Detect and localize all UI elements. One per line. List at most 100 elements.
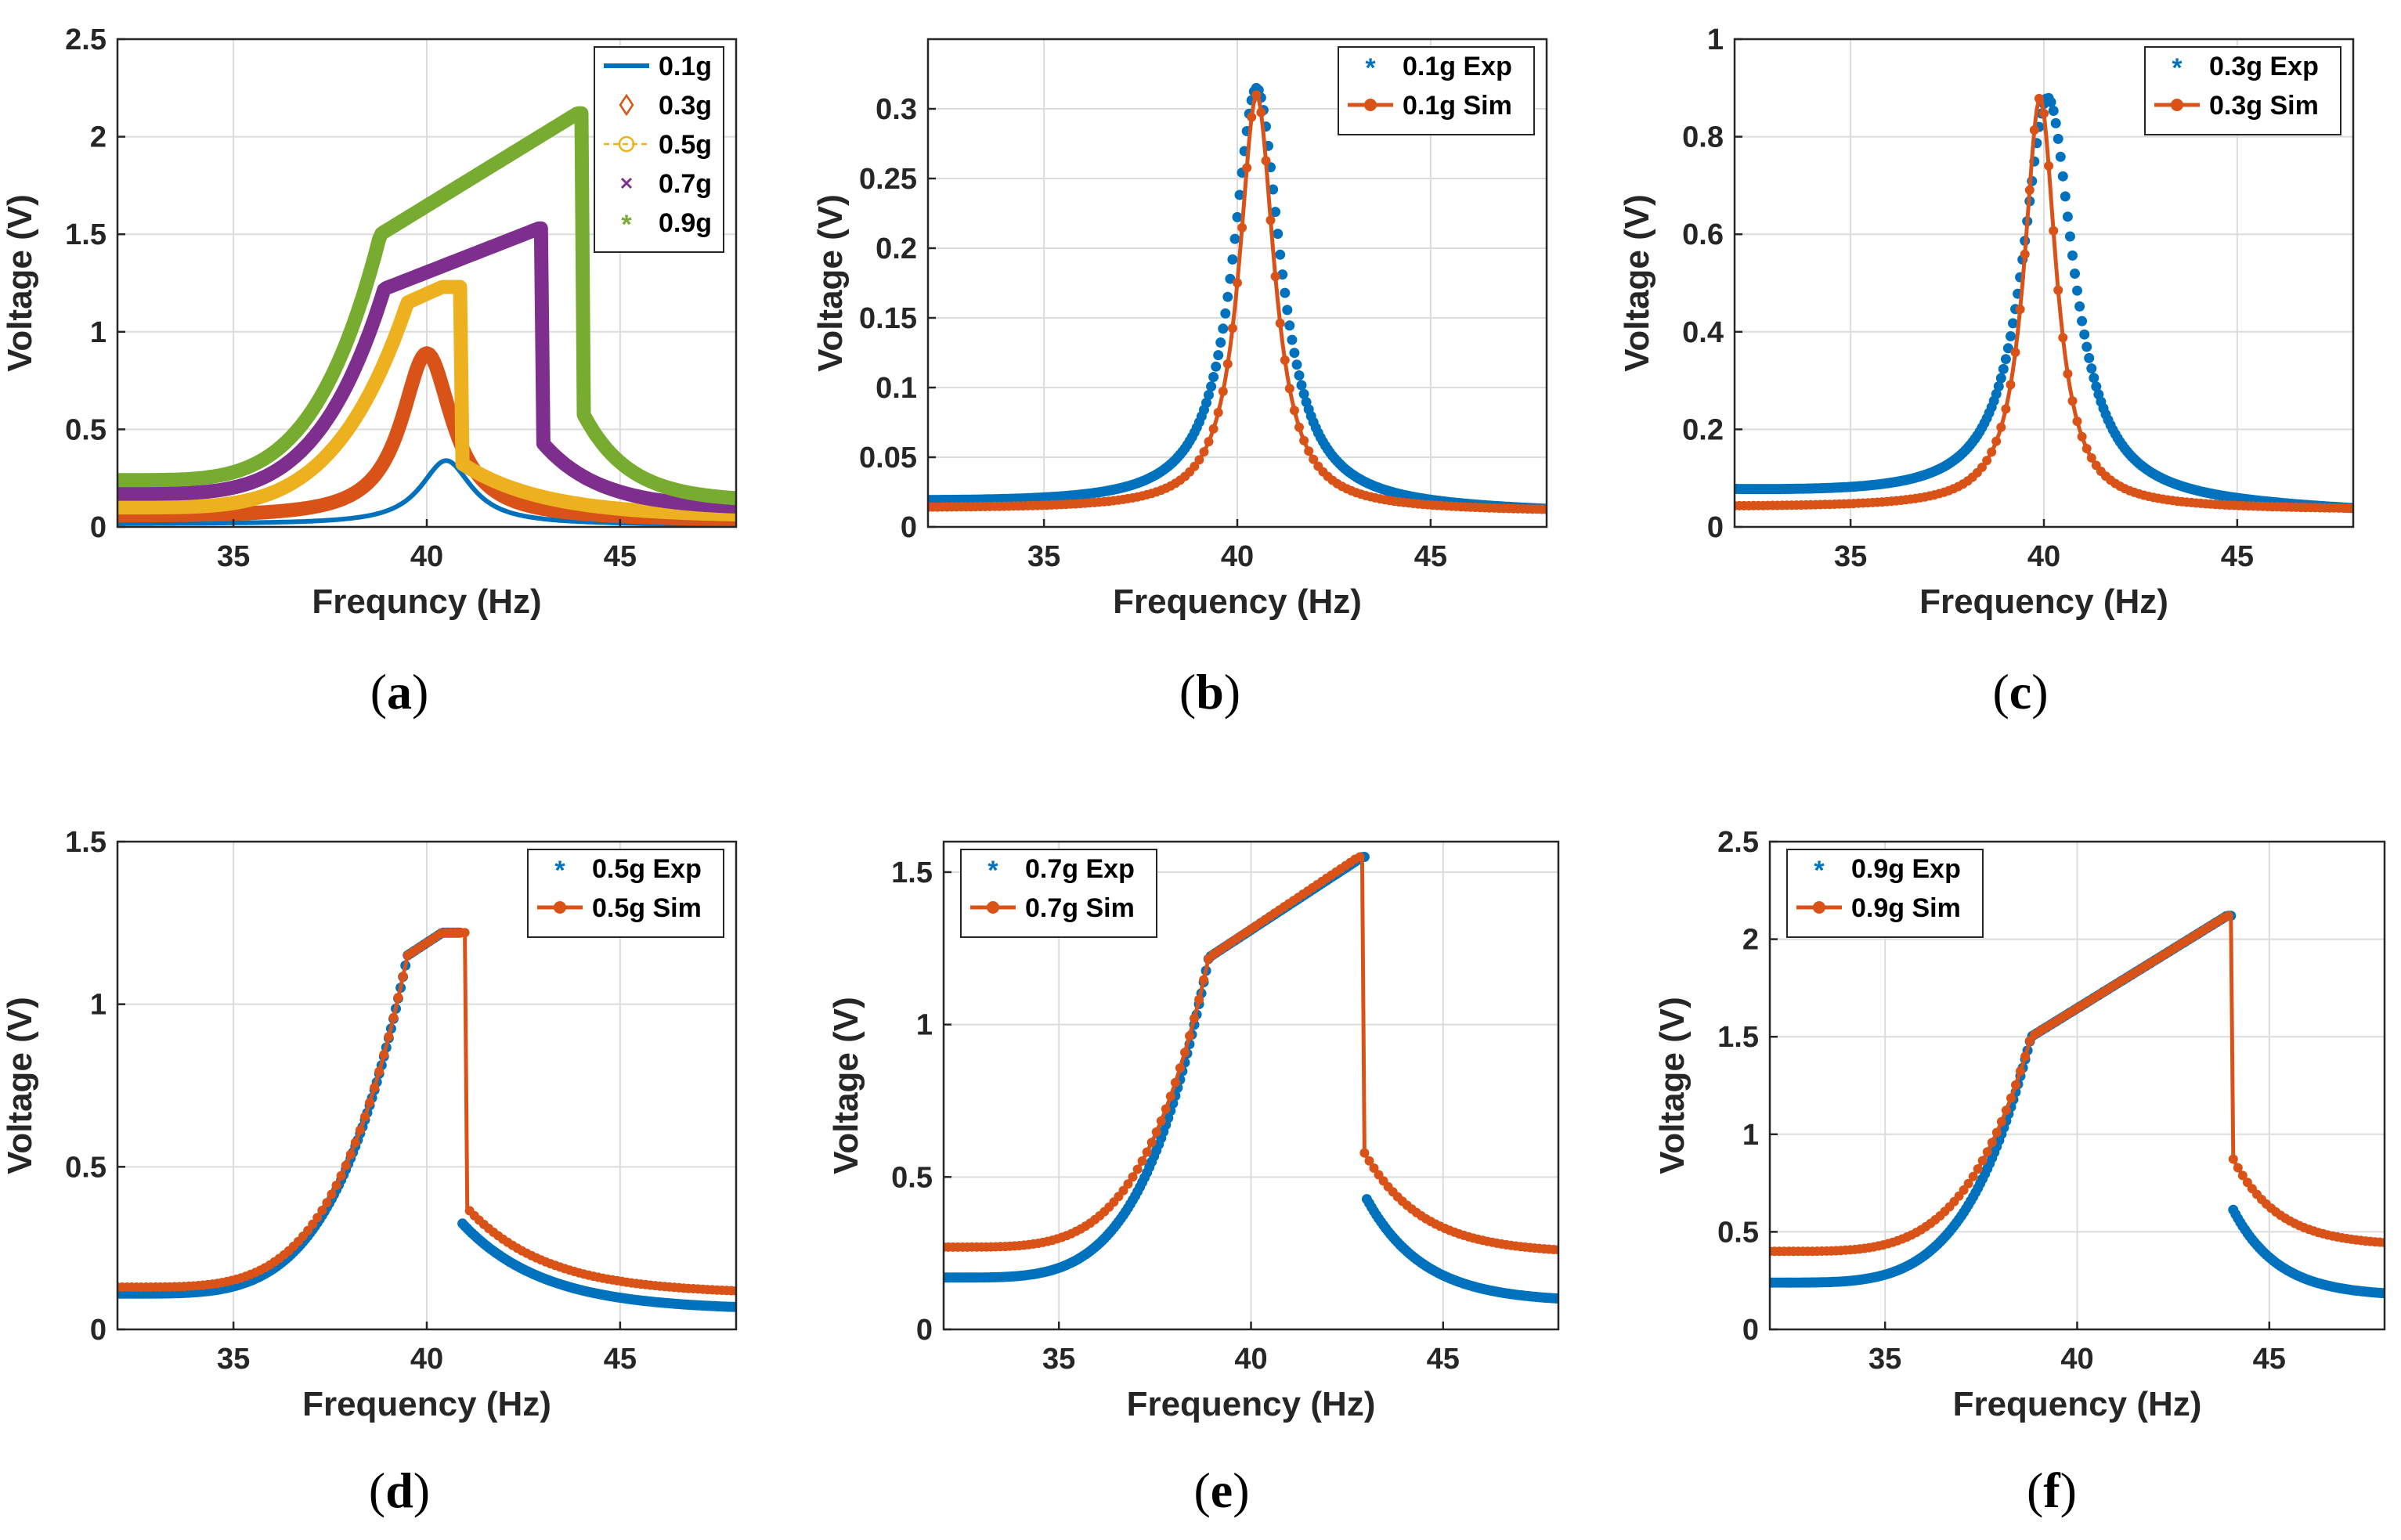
data-point [336, 1170, 346, 1181]
series-0_7g-Sim [944, 852, 1558, 1255]
caption-letter: c [2009, 664, 2031, 720]
x-axis-label: Frequency (Hz) [1113, 582, 1362, 621]
legend-box [594, 46, 724, 253]
data-point [1218, 386, 1228, 396]
data-point [1208, 372, 1219, 382]
legend: * 0.5g Exp 0.5g Sim [527, 849, 724, 938]
x-tick-label: 40 [410, 1343, 443, 1376]
x-tick-label: 35 [1834, 540, 1867, 573]
data-point [1991, 1127, 2002, 1138]
series-group [117, 106, 736, 527]
series-group [1735, 92, 2353, 514]
data-point [1213, 407, 1223, 417]
series-group [928, 82, 1547, 514]
data-point [2020, 1051, 2031, 1062]
data-point [2074, 301, 2085, 312]
data-point [1289, 348, 1300, 359]
data-point [457, 389, 465, 397]
series-0_3g-Sim [1735, 93, 2353, 514]
data-point [1233, 278, 1242, 288]
y-tick-label: 2.5 [1717, 826, 1759, 859]
data-point [578, 179, 585, 186]
data-point [1220, 308, 1231, 319]
legend-entry: 0.7g Sim [970, 893, 1135, 923]
data-point [1987, 447, 1997, 457]
data-point [457, 297, 465, 304]
data-point [539, 406, 547, 414]
data-point [578, 224, 585, 232]
series-0_1g-Sim [928, 90, 1547, 514]
data-point [327, 1189, 337, 1199]
x-tick-label: 40 [410, 540, 443, 573]
legend: * 0.9g Exp 0.9g Sim [1786, 849, 1984, 938]
data-point [1215, 337, 1226, 348]
data-point [578, 293, 585, 301]
legend-box [960, 849, 1157, 938]
data-point [457, 442, 465, 450]
y-tick-label: 1 [90, 316, 107, 349]
x-tick-label: 35 [1042, 1343, 1075, 1376]
data-point [2015, 305, 2025, 315]
data-point [1201, 398, 1211, 408]
data-point [578, 270, 585, 277]
data-point [731, 1301, 736, 1312]
data-point [1275, 318, 1285, 328]
x-axis-label: Frequency (Hz) [1919, 582, 2168, 621]
data-point [1256, 107, 1266, 117]
caption-paren-open: ( [1179, 664, 1196, 720]
y-axis-label: Voltage (V) [1653, 997, 1692, 1174]
data-point [2077, 431, 2087, 442]
caption-paren-open: ( [1193, 1462, 1210, 1518]
y-tick-label: 0.2 [1682, 413, 1724, 446]
x-axis-label: Frequency (Hz) [1953, 1385, 2202, 1423]
data-point [1222, 359, 1233, 369]
data-point [1289, 406, 1299, 416]
legend-marker: * [1814, 856, 1825, 885]
y-tick-label: 0 [90, 1314, 107, 1347]
data-point [539, 290, 547, 298]
legend-marker: * [1365, 53, 1376, 83]
data-point [1275, 249, 1286, 260]
data-point [2006, 331, 2016, 341]
data-point [1190, 1013, 1199, 1023]
data-point [1194, 994, 1204, 1004]
data-point [1291, 359, 1302, 370]
data-point [2077, 316, 2088, 326]
x-tick-label: 45 [1414, 540, 1447, 573]
legend-marker [618, 135, 635, 153]
caption-letter: f [2043, 1462, 2060, 1518]
data-point [2029, 125, 2039, 135]
y-tick-label: 2 [1742, 924, 1759, 957]
data-point [2053, 285, 2063, 295]
data-point [2079, 329, 2090, 340]
y-tick-label: 1.5 [65, 218, 107, 251]
data-point [1270, 207, 1281, 218]
caption-paren-open: ( [370, 664, 387, 720]
chart-panel-f: 35 40 45 0 0.5 1 1.5 2 2.5 Frequency (Hz) Voltage … [1653, 826, 2386, 1518]
data-point [457, 362, 465, 370]
caption-paren-open: ( [1992, 664, 2009, 720]
data-point [2379, 1288, 2385, 1299]
data-point [2001, 1105, 2011, 1116]
data-point [322, 1198, 332, 1208]
data-point [2062, 211, 2073, 222]
data-point [1982, 1147, 1992, 1157]
data-point [1280, 355, 1290, 365]
data-point [1232, 211, 1243, 222]
legend-box [527, 849, 724, 938]
y-tick-label: 2.5 [65, 23, 107, 56]
x-tick-label: 40 [1234, 1343, 1267, 1376]
data-point [2081, 444, 2092, 453]
series-line [117, 106, 736, 506]
data-point [1128, 1172, 1138, 1182]
data-point [384, 1032, 394, 1041]
y-tick-label: 0.4 [1682, 316, 1724, 349]
y-tick-label: 0.25 [859, 163, 917, 196]
y-tick-label: 2 [90, 121, 107, 154]
x-tick-label: 35 [217, 1343, 250, 1376]
series-0_9g-Sim [1770, 911, 2385, 1257]
data-point [1206, 381, 1217, 392]
data-point [2072, 417, 2082, 427]
x-tick-label: 45 [2221, 540, 2254, 573]
legend-marker [554, 901, 566, 914]
